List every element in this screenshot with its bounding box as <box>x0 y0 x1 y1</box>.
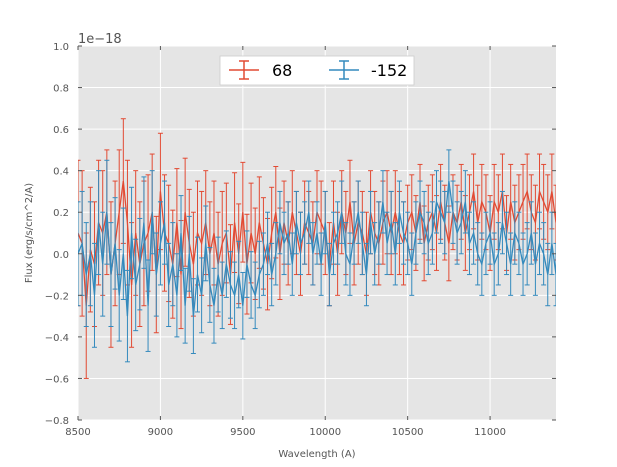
y-tick-label: −0.2 <box>45 291 69 302</box>
x-tick-label: 8500 <box>65 427 90 438</box>
x-tick-label: 9500 <box>230 427 255 438</box>
y-tick-label: −0.4 <box>45 333 69 344</box>
series-152 <box>78 149 556 363</box>
x-tick-label: 10000 <box>309 427 341 438</box>
x-axis-label: Wavelength (A) <box>278 449 355 460</box>
series-line <box>78 181 556 317</box>
legend-marker-68 <box>229 60 259 80</box>
y-tick-label: 0.4 <box>53 167 69 178</box>
y-tick-label: 0.0 <box>53 250 69 261</box>
x-tick-label: 11000 <box>474 427 506 438</box>
y-tick-label: 0.2 <box>53 208 69 219</box>
x-tick-label: 10500 <box>392 427 424 438</box>
y-tick-label: −0.8 <box>45 416 69 427</box>
legend: 68 -152 <box>219 55 415 86</box>
axis-ticks: 8500 9000 9500 10000 10500 11000 −0.8 −0.6 −0.4 −… <box>45 42 556 438</box>
y-tick-label: 1.0 <box>53 42 69 53</box>
series-layer <box>78 118 556 379</box>
legend-marker-152 <box>329 60 359 80</box>
y-tick-label: 0.8 <box>53 84 69 95</box>
y-offset-label: 1e−18 <box>78 32 122 47</box>
y-axis-label: Flux (erg/s/cm^2/A) <box>24 183 35 283</box>
x-tick-label: 9000 <box>148 427 173 438</box>
legend-label-152: -152 <box>371 61 407 80</box>
y-tick-label: −0.6 <box>45 374 69 385</box>
y-tick-label: 0.6 <box>53 125 69 136</box>
legend-label-68: 68 <box>272 61 292 80</box>
